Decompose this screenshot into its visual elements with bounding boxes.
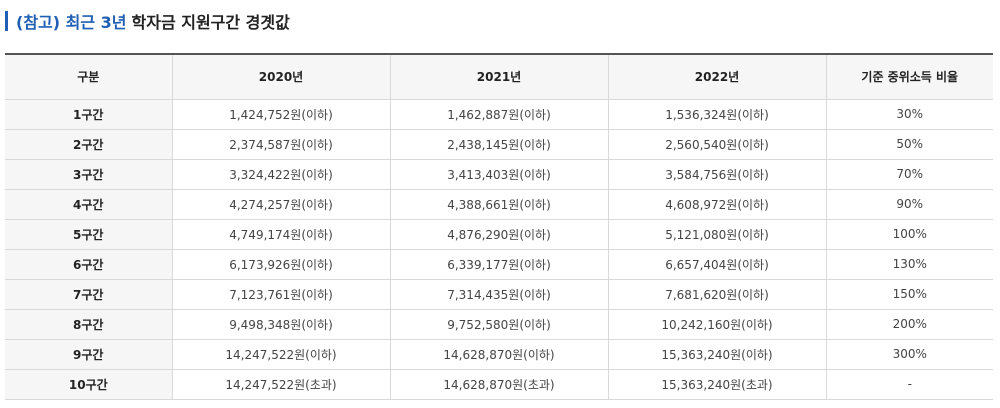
row-label: 6구간 [5, 248, 173, 280]
cell-ratio: 90% [825, 188, 993, 220]
cell-2022: 5,121,080원(이하) [607, 218, 827, 250]
header-category: 구분 [5, 53, 173, 100]
cell-ratio: 130% [825, 248, 993, 280]
heading-prefix: (참고) 최근 3년 [16, 13, 127, 32]
cell-2021: 14,628,870원(초과) [389, 368, 609, 400]
cell-2020: 9,498,348원(이하) [171, 308, 391, 340]
cell-ratio: - [825, 368, 993, 400]
table-row: 3구간 3,324,422원(이하) 3,413,403원(이하) 3,584,… [5, 158, 993, 190]
cell-2022: 15,363,240원(이하) [607, 338, 827, 370]
table-row: 1구간 1,424,752원(이하) 1,462,887원(이하) 1,536,… [5, 98, 993, 130]
header-2021: 2021년 [389, 53, 609, 100]
section-heading: (참고) 최근 3년 학자금 지원구간 경곗값 [5, 8, 290, 34]
table-row: 9구간 14,247,522원(이하) 14,628,870원(이하) 15,3… [5, 338, 993, 370]
cell-2020: 14,247,522원(이하) [171, 338, 391, 370]
cell-2020: 4,274,257원(이하) [171, 188, 391, 220]
row-label: 5구간 [5, 218, 173, 250]
row-label: 2구간 [5, 128, 173, 160]
row-label: 4구간 [5, 188, 173, 220]
cell-ratio: 70% [825, 158, 993, 190]
cell-2020: 3,324,422원(이하) [171, 158, 391, 190]
cell-2022: 2,560,540원(이하) [607, 128, 827, 160]
cell-ratio: 200% [825, 308, 993, 340]
cell-2021: 1,462,887원(이하) [389, 98, 609, 130]
table-row: 2구간 2,374,587원(이하) 2,438,145원(이하) 2,560,… [5, 128, 993, 160]
table-header-row: 구분 2020년 2021년 2022년 기준 중위소득 비율 [5, 53, 993, 100]
cell-2022: 3,584,756원(이하) [607, 158, 827, 190]
table-row: 6구간 6,173,926원(이하) 6,339,177원(이하) 6,657,… [5, 248, 993, 280]
cell-2021: 14,628,870원(이하) [389, 338, 609, 370]
row-label: 7구간 [5, 278, 173, 310]
cell-ratio: 50% [825, 128, 993, 160]
heading-accent-bar [5, 11, 8, 31]
cell-2022: 7,681,620원(이하) [607, 278, 827, 310]
cell-2022: 1,536,324원(이하) [607, 98, 827, 130]
cell-2021: 9,752,580원(이하) [389, 308, 609, 340]
cell-2020: 4,749,174원(이하) [171, 218, 391, 250]
cell-2020: 1,424,752원(이하) [171, 98, 391, 130]
cell-2021: 7,314,435원(이하) [389, 278, 609, 310]
row-label: 1구간 [5, 98, 173, 130]
cell-2021: 6,339,177원(이하) [389, 248, 609, 280]
table-row: 4구간 4,274,257원(이하) 4,388,661원(이하) 4,608,… [5, 188, 993, 220]
support-bracket-table: 구분 2020년 2021년 2022년 기준 중위소득 비율 1구간 1,42… [5, 53, 993, 400]
cell-2021: 2,438,145원(이하) [389, 128, 609, 160]
cell-ratio: 300% [825, 338, 993, 370]
header-2022: 2022년 [607, 53, 827, 100]
table-row: 5구간 4,749,174원(이하) 4,876,290원(이하) 5,121,… [5, 218, 993, 250]
cell-2020: 14,247,522원(초과) [171, 368, 391, 400]
row-label: 8구간 [5, 308, 173, 340]
header-2020: 2020년 [171, 53, 391, 100]
cell-2021: 3,413,403원(이하) [389, 158, 609, 190]
header-median-income-ratio: 기준 중위소득 비율 [825, 53, 993, 100]
cell-2021: 4,388,661원(이하) [389, 188, 609, 220]
cell-ratio: 30% [825, 98, 993, 130]
cell-2022: 6,657,404원(이하) [607, 248, 827, 280]
cell-2020: 6,173,926원(이하) [171, 248, 391, 280]
cell-2022: 4,608,972원(이하) [607, 188, 827, 220]
cell-2022: 15,363,240원(초과) [607, 368, 827, 400]
cell-2020: 7,123,761원(이하) [171, 278, 391, 310]
table-row: 10구간 14,247,522원(초과) 14,628,870원(초과) 15,… [5, 368, 993, 400]
cell-ratio: 150% [825, 278, 993, 310]
cell-2020: 2,374,587원(이하) [171, 128, 391, 160]
table-row: 8구간 9,498,348원(이하) 9,752,580원(이하) 10,242… [5, 308, 993, 340]
cell-ratio: 100% [825, 218, 993, 250]
table-row: 7구간 7,123,761원(이하) 7,314,435원(이하) 7,681,… [5, 278, 993, 310]
cell-2022: 10,242,160원(이하) [607, 308, 827, 340]
row-label: 3구간 [5, 158, 173, 190]
cell-2021: 4,876,290원(이하) [389, 218, 609, 250]
row-label: 9구간 [5, 338, 173, 370]
heading-title: 학자금 지원구간 경곗값 [131, 13, 290, 32]
row-label: 10구간 [5, 368, 173, 400]
